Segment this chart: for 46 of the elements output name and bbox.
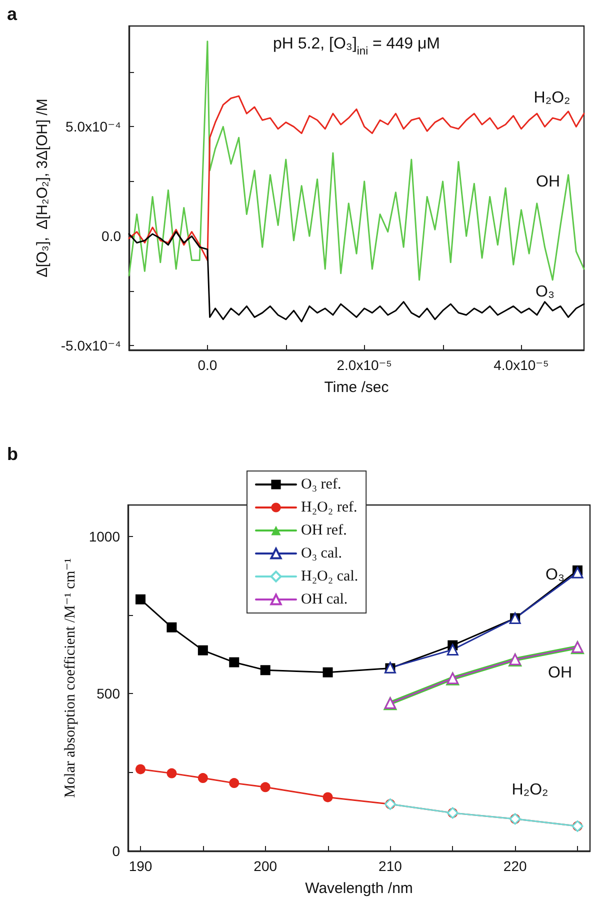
x-tick-label: 190 [128,858,152,874]
y-tick-label: 500 [96,686,120,702]
point [198,773,208,784]
point [322,667,333,678]
point [135,594,146,604]
annotation: O₃ [546,566,564,584]
x-tick-label: 4.0x10⁻⁵ [494,357,549,373]
point [229,778,240,788]
legend-label: O₃ cal. [301,546,342,562]
y-axis-title: Molar absorption coefficient /M⁻¹ cm⁻¹ [62,558,78,798]
y-tick-label: 0 [112,843,120,859]
point [572,566,584,578]
chart-title: a [7,4,18,24]
annotation: OH [536,174,560,190]
legend-label: OH ref. [301,522,347,538]
legend-label: O₃ ref. [301,476,342,492]
y-tick-label: 1000 [88,528,120,544]
x-tick-label: 0.0 [198,357,218,373]
y-tick-label: -5.0x10⁻⁴ [60,338,121,354]
point [260,782,270,792]
x-axis-title: Wavelength /nm [305,880,413,897]
legend-label: OH cal. [301,592,348,608]
y-tick-label: 0.0 [102,228,122,244]
point [166,622,177,632]
legend-label: H₂O₂ cal. [301,568,358,584]
x-tick-label: 220 [503,858,527,874]
y-tick-label: 5.0x10⁻⁴ [66,118,121,135]
x-tick-label: 2.0x10⁻⁵ [336,357,392,373]
x-axis-title: Time /sec [324,379,390,396]
x-tick-label: 210 [378,858,402,874]
y-axis-title: Δ[O₃], Δ[H₂O₂], 3Δ[OH] /M [34,98,51,278]
annotation: H₂O₂ [534,90,570,106]
chart-title: b [7,444,18,464]
annotation: O₃ [536,284,554,300]
line-series [128,231,585,322]
point [198,645,208,656]
legend-label: H₂O₂ ref. [301,500,358,516]
point [322,792,333,802]
point [135,764,146,774]
x-tick-label: 200 [254,858,278,874]
point [166,768,177,778]
point [260,665,270,676]
point [229,657,240,668]
point [446,644,458,656]
annotation: H₂O₂ [512,782,548,798]
annotation: OH [548,664,572,682]
